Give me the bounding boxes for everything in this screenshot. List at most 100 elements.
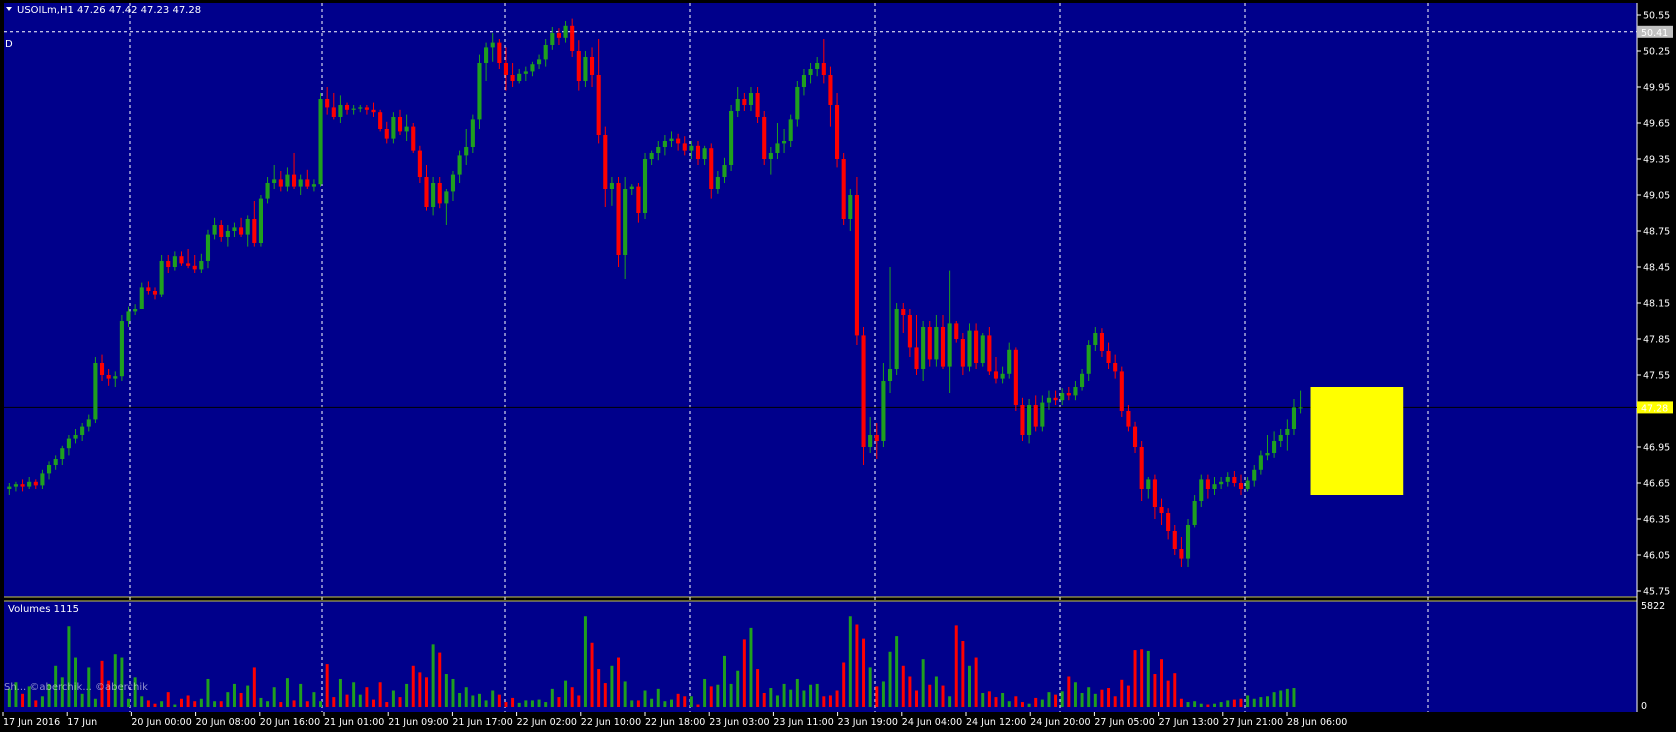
candle-body	[298, 179, 303, 187]
candle-body	[576, 51, 581, 81]
candle-body	[106, 375, 111, 379]
candle-body	[192, 265, 197, 270]
candle-body	[411, 126, 416, 151]
candle-body	[503, 63, 509, 75]
candle-body	[841, 159, 846, 219]
price-tick-label: 46.65	[1643, 479, 1670, 490]
candle-body	[119, 321, 124, 377]
time-tick-label: 24 Jun 12:00	[966, 717, 1026, 728]
candle-body	[543, 45, 548, 60]
candle-body	[133, 309, 138, 312]
candle-body	[729, 111, 734, 165]
candle-body	[748, 93, 754, 105]
candle-body	[1126, 411, 1131, 427]
candle-body	[1278, 435, 1283, 441]
candle-body	[517, 73, 522, 81]
time-tick-label: 21 Jun 01:00	[324, 717, 384, 728]
candle-body	[967, 330, 972, 367]
candle-body	[437, 183, 442, 204]
candle-body	[225, 231, 230, 237]
price-tick-label: 49.35	[1643, 155, 1670, 166]
candle-body	[172, 256, 177, 267]
time-tick-label: 22 Jun 18:00	[645, 717, 705, 728]
price-tick-label: 48.75	[1643, 227, 1670, 238]
candle-body	[292, 174, 297, 187]
candle-body	[1066, 393, 1071, 396]
candle-body	[1285, 429, 1290, 435]
candle-body	[331, 107, 336, 117]
candle-body	[782, 141, 787, 144]
candle-body	[1027, 405, 1032, 435]
candle-body	[126, 311, 131, 321]
candle-body	[13, 484, 18, 487]
candle-body	[676, 138, 681, 144]
price-tick-label: 48.15	[1643, 299, 1670, 310]
price-tick-label: 49.05	[1643, 191, 1670, 202]
price-tick-label: 48.45	[1643, 263, 1670, 274]
candle-body	[1172, 531, 1177, 549]
candle-body	[497, 42, 502, 63]
candle-body	[205, 234, 211, 261]
candle-body	[1258, 455, 1263, 470]
candle-body	[450, 174, 456, 192]
candle-body	[907, 315, 912, 348]
candle-body	[99, 363, 105, 375]
time-axis-ticks: 17 Jun 2016 17 Jun 20 Jun 00:00 20 Jun 08:0…	[2, 712, 1347, 728]
candle-body	[73, 435, 78, 439]
candle-body	[603, 135, 608, 189]
candle-body	[795, 87, 800, 120]
candle-body	[874, 435, 879, 441]
collapse-triangle-icon[interactable]	[6, 7, 12, 11]
one-click-label[interactable]: D	[5, 39, 13, 50]
candle-body	[960, 339, 965, 367]
candle-body	[1013, 349, 1018, 405]
time-tick-label: 23 Jun 03:00	[709, 717, 769, 728]
time-tick-label: 22 Jun 02:00	[517, 717, 577, 728]
candle-body	[1139, 447, 1144, 489]
candle-body	[1086, 345, 1091, 374]
candle-body	[199, 261, 204, 270]
candle-body	[1245, 480, 1250, 489]
candle-body	[1298, 407, 1303, 409]
candle-body	[848, 195, 853, 219]
candle-body	[364, 107, 369, 110]
candle-body	[477, 63, 482, 120]
candle-body	[245, 219, 250, 235]
candle-body	[424, 177, 429, 207]
candle-body	[735, 99, 740, 111]
price-axis-ticks: 50.55 50.25 49.95 49.65 49.35 49.05 48.75 48.45…	[1637, 11, 1670, 598]
price-tick-label: 47.55	[1643, 371, 1670, 382]
time-grid-lines	[129, 3, 1429, 712]
candle-body	[1199, 479, 1204, 501]
candle-body	[1272, 441, 1277, 453]
candle-body	[1080, 373, 1085, 387]
one-click-price-marker: 50.41	[1637, 25, 1673, 39]
candle-body	[1060, 393, 1065, 401]
candle-body	[947, 323, 952, 367]
candle-body	[53, 459, 58, 465]
price-tick-label: 46.35	[1643, 515, 1670, 526]
candle-body	[563, 25, 568, 38]
candle-body	[358, 107, 363, 109]
candle-body	[484, 47, 489, 63]
candle-body	[589, 57, 595, 75]
candle-body	[285, 174, 290, 187]
candle-body	[113, 376, 118, 379]
candle-body	[689, 145, 694, 151]
candle-body	[258, 198, 263, 243]
candle-body	[702, 148, 707, 159]
candle-body	[212, 225, 217, 235]
candle-body	[86, 419, 91, 427]
candle-body	[1099, 333, 1104, 351]
candle-body	[1093, 333, 1098, 345]
time-tick-label: 17 Jun	[67, 717, 97, 728]
price-tick-label: 45.75	[1643, 587, 1670, 598]
candle-body	[1146, 479, 1151, 489]
candle-body	[623, 189, 628, 255]
candle-body	[20, 484, 25, 487]
time-tick-label: 23 Jun 11:00	[773, 717, 833, 728]
candle-body	[1046, 397, 1052, 403]
candle-body	[1113, 363, 1118, 372]
candle-body	[278, 179, 283, 187]
candle-body	[828, 75, 833, 105]
